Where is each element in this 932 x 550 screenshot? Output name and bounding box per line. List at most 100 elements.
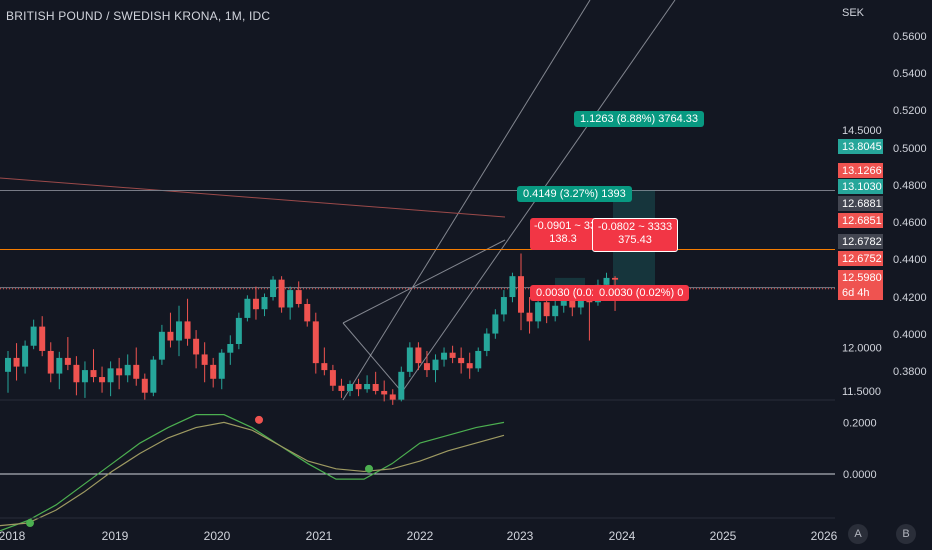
candle-body bbox=[73, 364, 80, 383]
price-tick-left: 11.5000 bbox=[842, 386, 881, 398]
candle-body bbox=[603, 277, 610, 285]
price-badge bbox=[838, 251, 883, 266]
candle-body bbox=[518, 276, 524, 313]
candle-body bbox=[90, 370, 97, 378]
candle-body bbox=[13, 357, 20, 367]
candle-body bbox=[466, 363, 473, 369]
candle-body bbox=[552, 305, 559, 317]
osc-fast-line bbox=[0, 414, 505, 532]
candle-body bbox=[509, 276, 516, 298]
candle-body bbox=[261, 297, 268, 310]
candle-body bbox=[577, 300, 584, 308]
candle-body bbox=[347, 383, 353, 391]
measure-label-small[interactable]: 0.4149 (3.27%) 1393 bbox=[517, 186, 632, 202]
candle-body bbox=[492, 314, 499, 334]
x-axis-tick: 2021 bbox=[306, 529, 333, 543]
price-tick-right: 0.5200 bbox=[893, 105, 927, 117]
measure-label-large[interactable]: 1.1263 (8.88%) 3764.33 bbox=[574, 111, 705, 127]
candle-body bbox=[193, 338, 200, 355]
candle-body bbox=[612, 277, 619, 280]
auto-scale-button[interactable]: A bbox=[848, 524, 868, 544]
candle-body bbox=[227, 343, 234, 353]
channel-line bbox=[342, 322, 403, 393]
candle-body bbox=[406, 347, 413, 372]
measure-box-left-line2: 138.3 bbox=[549, 233, 577, 245]
cross-marker-down bbox=[255, 415, 263, 424]
price-tick-right: 0.4000 bbox=[893, 329, 927, 341]
price-badge-label: 12.6881 bbox=[842, 198, 882, 210]
candle-body bbox=[312, 321, 319, 364]
candle-body bbox=[210, 364, 217, 379]
price-tick-left: 12.0000 bbox=[842, 342, 882, 354]
cross-marker-up bbox=[26, 519, 34, 528]
candle-body bbox=[278, 279, 285, 308]
candle-body bbox=[398, 371, 405, 400]
log-scale-button[interactable]: B bbox=[896, 524, 916, 544]
candle-body bbox=[176, 321, 182, 341]
candle-body bbox=[432, 359, 439, 371]
x-axis-tick: 2026 bbox=[811, 529, 838, 543]
candle-body bbox=[184, 321, 191, 339]
candle-body bbox=[423, 363, 430, 371]
price-tick-left: 14.5000 bbox=[842, 125, 882, 137]
measure-box-left[interactable]: -0.0901 ~ 3333 138.3 bbox=[530, 218, 596, 250]
x-axis-tick: 2018 bbox=[0, 529, 26, 543]
price-tick-right: 0.5600 bbox=[893, 31, 927, 43]
candle-body bbox=[252, 298, 259, 310]
candle-body bbox=[372, 383, 379, 391]
cross-marker-up bbox=[365, 464, 373, 473]
candle-body bbox=[287, 290, 294, 308]
candle-body bbox=[535, 302, 542, 322]
candle-body bbox=[5, 357, 11, 372]
target-zone-small bbox=[555, 277, 585, 288]
channel-line bbox=[342, 0, 591, 401]
candle-body bbox=[304, 303, 311, 322]
osc-slow-line bbox=[0, 421, 505, 527]
symbol-title[interactable]: BRITISH POUND / SWEDISH KRONA, 1M, IDC bbox=[6, 9, 271, 23]
candle-body bbox=[483, 333, 490, 351]
price-tick-right: 0.4200 bbox=[893, 292, 927, 304]
candle-body bbox=[107, 368, 114, 383]
price-badge bbox=[838, 213, 883, 228]
x-axis-tick: 2019 bbox=[102, 529, 129, 543]
channel-line bbox=[342, 239, 506, 324]
measure-small-right[interactable]: 0.0030 (0.02%) 0 bbox=[593, 285, 690, 301]
candle-body bbox=[56, 357, 63, 374]
price-badge bbox=[838, 270, 883, 285]
candle-body bbox=[526, 312, 533, 322]
price-badge bbox=[838, 139, 883, 154]
price-tick-right: 0.5400 bbox=[893, 68, 927, 80]
price-tick-right: 0.4400 bbox=[893, 254, 927, 266]
candle-body bbox=[415, 347, 422, 364]
candle-body bbox=[329, 370, 336, 386]
candle-body bbox=[235, 317, 242, 344]
price-badge-label: 12.6752 bbox=[842, 253, 882, 265]
price-badge-label: 13.1266 bbox=[842, 165, 882, 177]
x-axis-tick: 2022 bbox=[407, 529, 434, 543]
candle-body bbox=[441, 352, 448, 360]
price-badge-label: 13.8045 bbox=[842, 141, 882, 153]
measure-box-right[interactable]: -0.0802 ~ 3333 375.43 bbox=[592, 218, 678, 252]
candle-body bbox=[543, 302, 550, 317]
candle-body bbox=[389, 394, 396, 400]
candle-body bbox=[167, 331, 174, 341]
candle-body bbox=[64, 357, 71, 365]
price-tick-right: 0.5000 bbox=[893, 143, 927, 155]
price-badge-label: 12.6782 bbox=[842, 236, 882, 248]
candle-body bbox=[133, 364, 140, 379]
candle-body bbox=[458, 357, 465, 364]
x-axis-tick: 2025 bbox=[710, 529, 737, 543]
measure-small-left[interactable]: 0.0030 (0.02 bbox=[530, 285, 598, 301]
price-tick-right: 0.4800 bbox=[893, 180, 927, 192]
price-badge-label: 12.5980 bbox=[842, 272, 882, 284]
candle-body bbox=[201, 354, 208, 365]
measure-box-left-line1: -0.0901 ~ 3333 bbox=[534, 220, 592, 232]
candle-body bbox=[116, 368, 123, 376]
price-badge-label: 13.1030 bbox=[842, 181, 882, 193]
candle-body bbox=[355, 383, 362, 390]
candle-body bbox=[22, 345, 29, 367]
candle-body bbox=[475, 350, 482, 369]
trend-line bbox=[0, 177, 506, 218]
